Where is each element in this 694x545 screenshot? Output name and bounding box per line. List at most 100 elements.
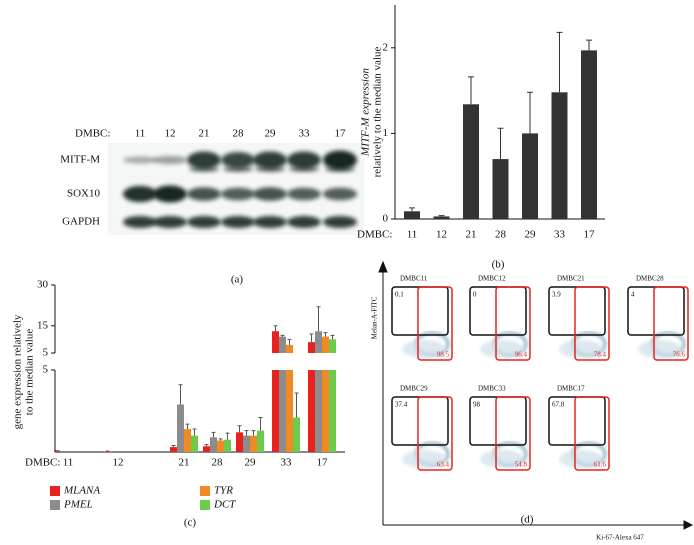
bar [257, 430, 264, 452]
x-tick-label: 11 [63, 457, 74, 469]
blot-band [253, 151, 287, 169]
y-tick-label: 30 [37, 279, 49, 291]
x-tick-label: 28 [495, 229, 507, 241]
blot-band [187, 216, 221, 228]
error-bar [280, 334, 285, 337]
blot-band [287, 216, 321, 228]
error-bar [211, 431, 216, 438]
lane-number: 29 [265, 128, 277, 140]
y-tick-label: 5 [43, 364, 49, 376]
error-bar [438, 215, 445, 217]
blot-band [221, 152, 255, 168]
error-bar [468, 76, 474, 105]
flow-plot: DMBC29 37.4 63.4 [391, 385, 453, 471]
plot-title: DMBC12 [478, 275, 506, 283]
blot-band [189, 166, 219, 172]
gate-value: 67.8 [552, 401, 565, 409]
bar [308, 342, 315, 452]
blot-row-label: MITF-M [60, 154, 100, 166]
error-bar [218, 438, 223, 441]
bar [54, 451, 61, 452]
bar [217, 440, 224, 452]
blot-band [325, 166, 355, 172]
y-tick-label: 5 [43, 347, 49, 359]
x-tick-label: 21 [466, 229, 477, 241]
bar [293, 417, 300, 452]
blot-band [153, 185, 187, 203]
error-bar [497, 127, 504, 160]
gate-value: 76.6 [673, 351, 686, 359]
gate-value: 98.5 [437, 351, 450, 359]
bar [210, 437, 217, 452]
blot-band [123, 185, 157, 203]
blot-band [187, 151, 221, 169]
blot-band [221, 187, 255, 201]
x-tick-label: 33 [281, 457, 293, 469]
blot-band [323, 187, 357, 201]
bar [224, 439, 231, 452]
plot-title: DMBC21 [557, 275, 585, 283]
blot-band [253, 216, 287, 228]
legend-label: MLANA [63, 485, 100, 497]
blot-band [287, 187, 321, 201]
blot-band [153, 216, 187, 228]
cell-cloud [402, 450, 446, 468]
legend-label: PMEL [63, 499, 93, 511]
blot-band [255, 166, 285, 172]
bar [433, 216, 450, 219]
x-tick-label: 33 [554, 229, 566, 241]
x-tick-label: 21 [179, 457, 190, 469]
gate-right [495, 286, 531, 361]
bar [203, 446, 210, 452]
gate-upper [627, 286, 685, 336]
bar [177, 404, 184, 452]
lane-label: DMBC: [75, 128, 110, 140]
bar [250, 435, 257, 452]
x-tick-label: 11 [407, 229, 418, 241]
error-bar [556, 31, 563, 93]
legend-swatch [200, 500, 210, 510]
gate-value: 0.1 [395, 291, 404, 299]
gate-right [495, 396, 531, 471]
gate-value: 37.4 [395, 401, 408, 409]
bar [243, 435, 250, 452]
gate-value: 3.9 [552, 291, 561, 299]
bar [184, 429, 191, 452]
y-tick-label: 0 [383, 213, 389, 225]
blot-band [123, 216, 157, 228]
x-tick-label: 12 [436, 229, 447, 241]
x-tick-label: 17 [317, 457, 329, 469]
error-bar [527, 91, 533, 134]
error-bar [258, 417, 263, 431]
bar [286, 344, 293, 452]
x-prefix: DMBC: [25, 457, 60, 469]
lane-number: 33 [299, 128, 311, 140]
flow-plot: DMBC33 98 54.8 [469, 385, 531, 471]
gate-right [574, 286, 610, 361]
y-axis-label: MITF-M expression [360, 68, 372, 157]
cell-cloud [638, 340, 682, 358]
bar [463, 104, 479, 219]
error-bar [316, 306, 321, 332]
bar [322, 336, 329, 452]
bar [492, 159, 509, 219]
blot-row-label: SOX10 [67, 188, 101, 200]
blot-row-label: GAPDH [62, 216, 100, 228]
gate-right [417, 286, 453, 361]
axis-label: Melan-A-FITC [371, 296, 379, 339]
blot-band [123, 156, 157, 164]
gate-value: 96.4 [515, 351, 528, 359]
bar [404, 211, 420, 219]
bar [522, 133, 538, 219]
gate-value: 4 [631, 291, 635, 299]
x-tick-label: 29 [245, 457, 257, 469]
x-prefix: DMBC: [357, 229, 392, 241]
bar [329, 339, 336, 452]
cell-cloud [480, 340, 524, 358]
bar [581, 50, 597, 220]
gate-right [653, 286, 689, 361]
gate-value: 0 [473, 291, 477, 299]
